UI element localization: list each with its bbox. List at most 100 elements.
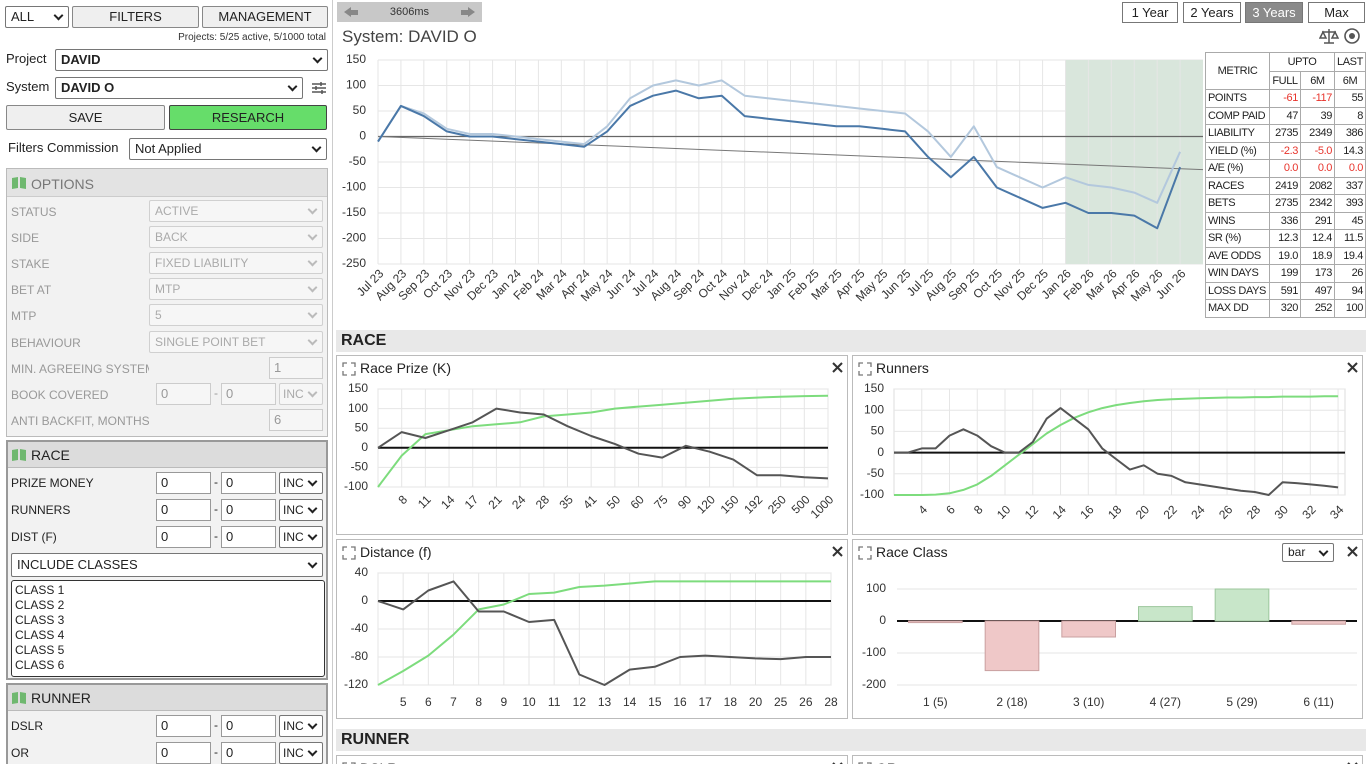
option-label: ANTI BACKFIT, MONTHS: [11, 414, 149, 428]
chart-mode-select[interactable]: bar: [1282, 543, 1334, 562]
class-option[interactable]: CLASS 5: [15, 643, 65, 657]
metric-value: 2349: [1299, 124, 1335, 143]
settings-icon[interactable]: [310, 80, 328, 96]
metric-value: 320: [1269, 299, 1301, 318]
step-forward[interactable]: [459, 5, 477, 19]
metric-name: LOSS DAYS: [1204, 281, 1271, 300]
metric-name: SR (%): [1204, 229, 1271, 248]
period-button[interactable]: 1 Year: [1122, 2, 1178, 23]
expand-icon-glyph: [342, 362, 356, 376]
range-mode[interactable]: INC: [279, 499, 323, 521]
metric-value: -117: [1299, 89, 1335, 108]
period-button[interactable]: 3 Years: [1245, 2, 1303, 23]
option-select: 5: [149, 304, 323, 326]
metrics-row: LIABILITY 2735 2349 386: [1204, 124, 1366, 143]
metrics-group: UPTO: [1269, 52, 1335, 72]
range-mode[interactable]: INC: [279, 742, 323, 764]
option-select: SINGLE POINT BET: [149, 331, 323, 353]
project-select[interactable]: DAVID: [55, 49, 328, 71]
section-header: RUNNER: [336, 729, 1366, 751]
range-mode[interactable]: INC: [279, 472, 323, 494]
range-to[interactable]: 0: [221, 472, 276, 494]
race-icon-glyph: [12, 449, 26, 461]
expand-icon[interactable]: [342, 762, 356, 764]
metric-value: 173: [1299, 264, 1335, 283]
range-to[interactable]: 0: [221, 742, 276, 764]
commission-select[interactable]: Not Applied: [129, 138, 327, 160]
expand-icon[interactable]: [858, 362, 872, 376]
system-label: System: [6, 79, 50, 94]
range-from[interactable]: 0: [156, 715, 211, 737]
metric-value: 591: [1269, 281, 1301, 300]
metric-value: -5.0: [1299, 141, 1335, 160]
metric-value: 2419: [1269, 176, 1301, 195]
range-to[interactable]: 0: [221, 499, 276, 521]
sidebar-divider: [332, 0, 333, 764]
option-label: STAKE: [11, 257, 50, 271]
range-from[interactable]: 0: [156, 742, 211, 764]
class-option[interactable]: CLASS 3: [15, 613, 65, 627]
class-option[interactable]: CLASS 2: [15, 598, 65, 612]
runner-icon-glyph: [12, 692, 26, 704]
range-from[interactable]: 0: [156, 526, 211, 548]
metric-name: BETS: [1204, 194, 1271, 213]
period-button[interactable]: Max: [1308, 2, 1365, 23]
target-icon-glyph: [1344, 28, 1360, 44]
tab-button[interactable]: MANAGEMENT: [202, 6, 328, 28]
save-button[interactable]: SAVE: [6, 105, 165, 130]
chart-panel: [852, 755, 1363, 764]
chart-panel: [336, 355, 848, 535]
range-mode[interactable]: INC: [279, 715, 323, 737]
panel-title: OR: [876, 758, 1126, 764]
metrics-column: 6M: [1333, 71, 1366, 90]
option-label: BET AT: [11, 283, 52, 297]
range-from[interactable]: 0: [156, 499, 211, 521]
close-icon[interactable]: [831, 545, 844, 558]
tab-button[interactable]: FILTERS: [72, 6, 199, 28]
metric-value: 0.0: [1269, 159, 1301, 178]
research-button[interactable]: RESEARCH: [169, 105, 327, 130]
step-back[interactable]: [342, 5, 360, 19]
metrics-row: LOSS DAYS 591 497 94: [1204, 281, 1366, 300]
runner-icon: [11, 690, 27, 706]
metric-value: 39: [1299, 106, 1335, 125]
close-icon[interactable]: [1346, 361, 1359, 374]
metric-value: 336: [1269, 211, 1301, 230]
period-button[interactable]: 2 Years: [1183, 2, 1241, 23]
metrics-header: METRIC: [1204, 52, 1271, 90]
option-select: ACTIVE: [149, 200, 323, 222]
expand-icon[interactable]: [342, 362, 356, 376]
classes-select[interactable]: INCLUDE CLASSES: [11, 553, 323, 577]
expand-icon[interactable]: [858, 546, 872, 560]
class-option[interactable]: CLASS 6: [15, 658, 65, 672]
panel-title: Runners: [876, 360, 929, 376]
metric-value: 12.4: [1299, 229, 1335, 248]
target-icon[interactable]: [1343, 27, 1361, 45]
metrics-row: POINTS -61 -117 55: [1204, 89, 1366, 108]
metric-value: -61: [1269, 89, 1301, 108]
range-to[interactable]: 0: [221, 526, 276, 548]
metrics-row: COMP PAID 47 39 8: [1204, 106, 1366, 125]
expand-icon[interactable]: [342, 546, 356, 560]
class-option[interactable]: CLASS 1: [15, 583, 65, 597]
metric-value: 386: [1333, 124, 1366, 143]
balance-icon-glyph: [1319, 29, 1339, 44]
class-option[interactable]: CLASS 4: [15, 628, 65, 642]
range-mode[interactable]: INC: [279, 526, 323, 548]
classes-list: CLASS 1 CLASS 2 CLASS 3 CLASS 4 CLASS 5 CLASS…: [11, 580, 325, 677]
close-icon[interactable]: [831, 361, 844, 374]
runner-header: [8, 685, 326, 711]
chart-panel: [852, 539, 1363, 719]
option-input: 6: [269, 409, 323, 431]
range-separator: -: [214, 475, 218, 489]
close-icon[interactable]: [1346, 545, 1359, 558]
balance-icon[interactable]: [1319, 27, 1339, 45]
option-label: MIN. AGREEING SYSTEMS: [11, 362, 149, 376]
system-select[interactable]: DAVID O: [55, 77, 303, 99]
range-to[interactable]: 0: [221, 715, 276, 737]
metrics-column: 6M: [1299, 71, 1335, 90]
expand-icon[interactable]: [858, 762, 872, 764]
range-from[interactable]: 0: [156, 472, 211, 494]
scope-select[interactable]: ALL: [5, 6, 69, 28]
